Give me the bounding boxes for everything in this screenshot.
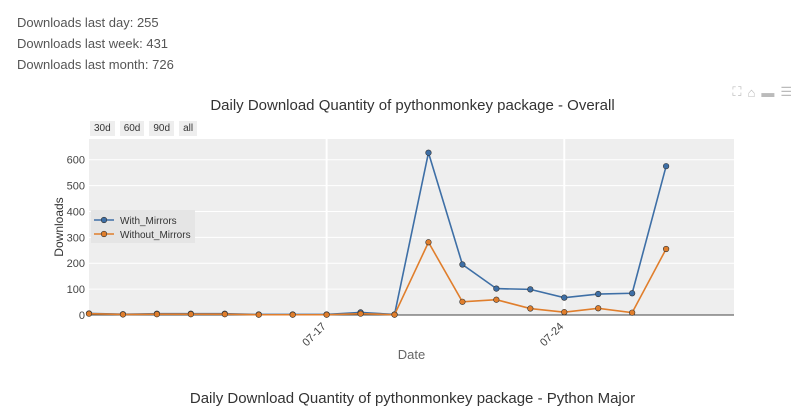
range-90d-button[interactable]: 90d bbox=[149, 121, 175, 136]
legend-marker bbox=[100, 230, 108, 238]
data-point bbox=[663, 163, 670, 170]
data-point bbox=[425, 239, 432, 246]
data-point bbox=[595, 290, 602, 298]
data-point bbox=[119, 311, 127, 318]
stat-last-week: Downloads last week: 431 bbox=[17, 36, 169, 51]
second-chart-title: Daily Download Quantity of pythonmonkey … bbox=[189, 390, 636, 407]
y-tick-label: 500 bbox=[67, 181, 85, 193]
chart-title: Daily Download Quantity of pythonmonkey … bbox=[210, 97, 615, 114]
data-point bbox=[391, 311, 398, 318]
data-point bbox=[459, 261, 466, 268]
download-stats: Downloads last day: 255 Downloads last w… bbox=[17, 12, 174, 75]
data-point bbox=[221, 311, 228, 318]
chart-modebar: ⛶ ⌂ ▬ ☰ bbox=[732, 84, 792, 100]
data-point bbox=[323, 311, 330, 318]
stat-last-day: Downloads last day: 255 bbox=[17, 15, 159, 30]
range-selector: 30d 60d 90d all bbox=[90, 121, 198, 136]
y-tick-label: 0 bbox=[79, 310, 85, 322]
compare-hover-icon[interactable]: ☰ bbox=[780, 84, 792, 99]
legend-label: Without_Mirrors bbox=[120, 230, 191, 241]
y-tick-label: 300 bbox=[67, 232, 85, 244]
spike-lines-icon[interactable]: ▬ bbox=[761, 84, 775, 100]
x-axis-label: Date bbox=[398, 347, 425, 362]
x-tick-label: 07-24 bbox=[538, 321, 566, 349]
autoscale-icon[interactable]: ⛶ bbox=[732, 84, 742, 99]
data-point bbox=[153, 311, 160, 318]
x-tick-label: 07-17 bbox=[300, 321, 328, 349]
data-point bbox=[629, 290, 636, 297]
data-point bbox=[663, 245, 670, 253]
y-axis-label: Downloads bbox=[52, 197, 66, 256]
data-point bbox=[595, 305, 602, 312]
range-60d-button[interactable]: 60d bbox=[119, 121, 145, 136]
data-point bbox=[255, 311, 262, 318]
home-icon[interactable]: ⌂ bbox=[747, 84, 756, 100]
plot-area bbox=[89, 139, 734, 315]
legend-box bbox=[91, 210, 195, 243]
data-point bbox=[425, 149, 432, 156]
data-point bbox=[527, 286, 534, 293]
data-point bbox=[493, 296, 500, 303]
data-point bbox=[187, 311, 194, 318]
data-point bbox=[527, 305, 534, 312]
range-all-button[interactable]: all bbox=[179, 121, 198, 136]
data-point bbox=[493, 285, 500, 292]
y-tick-label: 400 bbox=[67, 206, 85, 218]
data-point bbox=[357, 310, 364, 317]
data-point bbox=[629, 309, 636, 316]
data-point bbox=[561, 294, 568, 301]
y-tick-label: 200 bbox=[67, 258, 85, 270]
data-point bbox=[85, 310, 93, 317]
legend-label: With_Mirrors bbox=[120, 216, 177, 227]
stat-last-month: Downloads last month: 726 bbox=[17, 57, 174, 72]
data-point bbox=[459, 298, 466, 305]
data-point bbox=[289, 311, 296, 318]
range-30d-button[interactable]: 30d bbox=[90, 121, 115, 136]
y-tick-label: 600 bbox=[67, 155, 85, 167]
legend-marker bbox=[100, 216, 108, 224]
series-line bbox=[88, 240, 667, 316]
data-point bbox=[561, 309, 568, 316]
y-tick-label: 100 bbox=[67, 284, 85, 296]
